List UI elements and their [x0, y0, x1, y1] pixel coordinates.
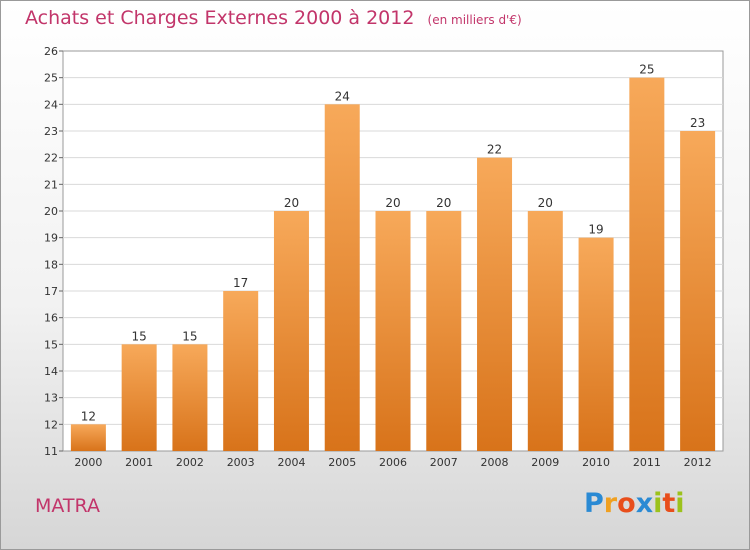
entity-name: MATRA	[35, 495, 100, 517]
data-label-2001: 15	[132, 329, 147, 343]
data-label-2002: 15	[182, 329, 197, 343]
data-label-2011: 25	[639, 63, 654, 77]
x-tick-label: 2007	[430, 456, 458, 469]
x-axis-ticks: 2000 2001 2002 2003 2004 2005 2006 2007 2008 2009…	[74, 456, 711, 469]
x-tick-label: 2002	[176, 456, 204, 469]
logo-letter: t	[662, 488, 676, 519]
logo-letter: i	[675, 488, 685, 519]
bar-2002	[172, 344, 208, 451]
x-tick-label: 2012	[684, 456, 712, 469]
logo-letter: x	[635, 488, 654, 519]
y-tick-label: 23	[44, 125, 58, 138]
bar-2012	[680, 131, 716, 451]
y-tick-label: 24	[44, 98, 58, 111]
data-label-2004: 20	[284, 196, 299, 210]
y-tick-label: 16	[44, 312, 58, 325]
bar-2000	[70, 424, 106, 451]
bar-2008	[477, 157, 513, 451]
y-tick-label: 18	[44, 258, 58, 271]
bar-2001	[121, 344, 157, 451]
bar-2004	[273, 211, 309, 451]
proxiti-logo: Proxiti	[584, 488, 685, 519]
bar-2009	[527, 211, 563, 451]
data-label-2010: 19	[588, 223, 603, 237]
y-tick-label: 26	[44, 45, 58, 58]
x-tick-label: 2004	[277, 456, 305, 469]
bar-2011	[629, 77, 665, 452]
logo-letter: i	[653, 488, 663, 519]
chart-title: Achats et Charges Externes 2000 à 2012	[25, 7, 415, 29]
y-tick-label: 22	[44, 152, 58, 165]
logo-letter: o	[617, 488, 636, 519]
data-labels: 12 15 15 17 20 24 20 20 22 20 19 25 23	[81, 63, 706, 424]
x-tick-label: 2006	[379, 456, 407, 469]
logo-letter: P	[584, 488, 604, 519]
data-label-2008: 22	[487, 143, 502, 157]
x-tick-label: 2005	[328, 456, 356, 469]
data-label-2000: 12	[81, 409, 96, 423]
chart-title-block: Achats et Charges Externes 2000 à 2012 (…	[25, 7, 522, 29]
data-label-2003: 17	[233, 276, 248, 290]
y-tick-label: 15	[44, 338, 58, 351]
data-label-2007: 20	[436, 196, 451, 210]
bar-2010	[578, 237, 614, 451]
data-label-2005: 24	[335, 89, 350, 103]
y-tick-label: 19	[44, 232, 58, 245]
x-tick-label: 2009	[531, 456, 559, 469]
y-tick-label: 21	[44, 178, 58, 191]
y-tick-label: 11	[44, 445, 58, 458]
bar-2006	[375, 211, 411, 451]
bar-2005	[324, 104, 360, 451]
y-tick-label: 20	[44, 205, 58, 218]
y-tick-label: 13	[44, 392, 58, 405]
bars	[70, 77, 716, 452]
x-tick-label: 2003	[227, 456, 255, 469]
data-label-2009: 20	[538, 196, 553, 210]
data-label-2006: 20	[385, 196, 400, 210]
x-tick-label: 2000	[74, 456, 102, 469]
bar-2007	[426, 211, 462, 451]
x-tick-label: 2008	[481, 456, 509, 469]
x-tick-label: 2001	[125, 456, 153, 469]
y-tick-label: 14	[44, 365, 58, 378]
logo-letter: r	[603, 488, 618, 519]
y-axis-ticks: 11 12 13 14 15 16 17 18 19 20 21 22 23 24 25 26	[44, 45, 63, 458]
x-tick-label: 2010	[582, 456, 610, 469]
y-tick-label: 25	[44, 72, 58, 85]
chart-subtitle: (en milliers d'€)	[427, 13, 522, 27]
data-label-2012: 23	[690, 116, 705, 130]
y-tick-label: 17	[44, 285, 58, 298]
bar-2003	[223, 291, 259, 451]
x-tick-label: 2011	[633, 456, 661, 469]
y-tick-label: 12	[44, 418, 58, 431]
